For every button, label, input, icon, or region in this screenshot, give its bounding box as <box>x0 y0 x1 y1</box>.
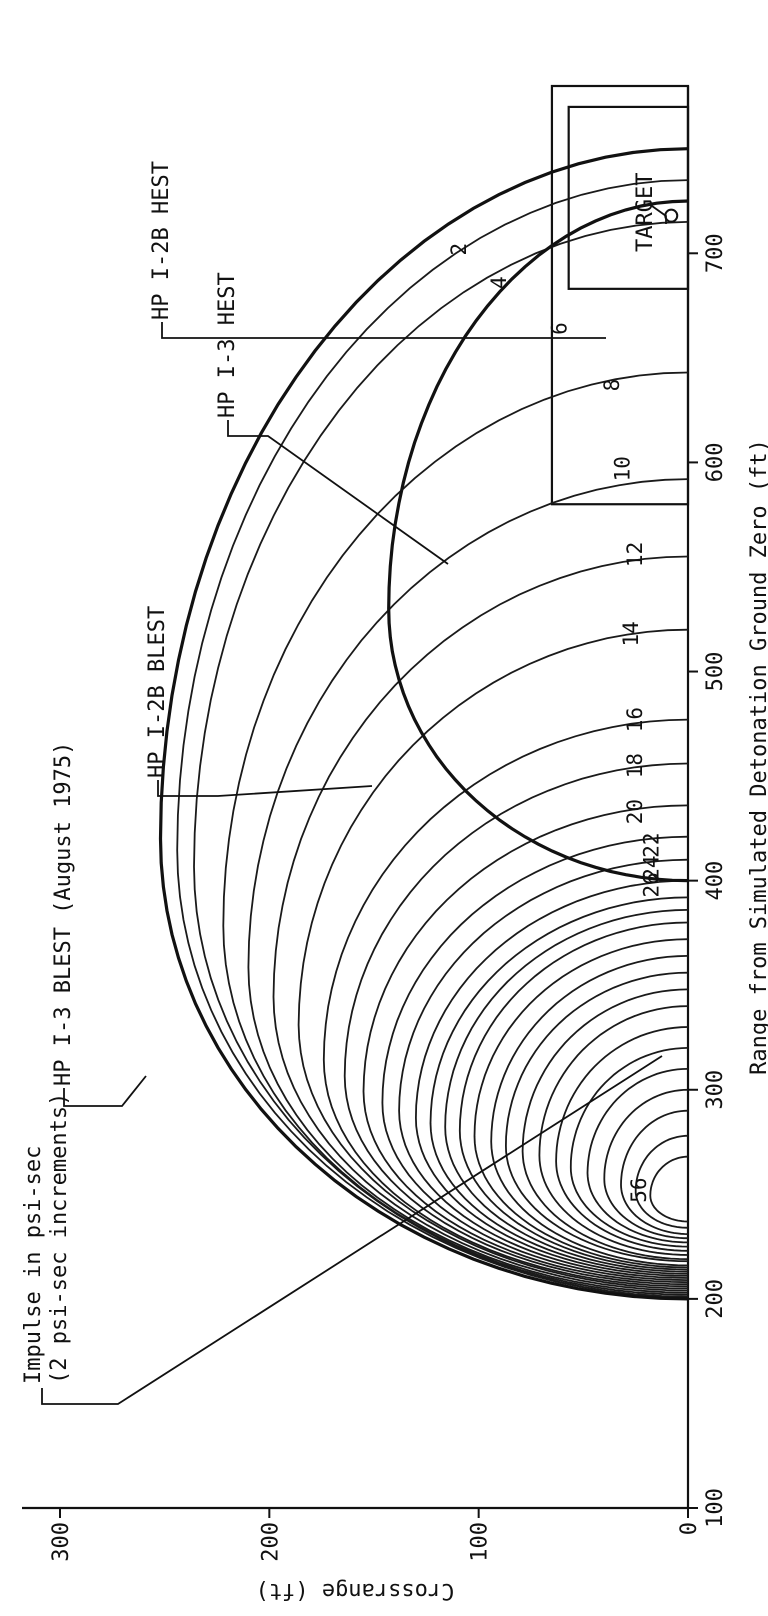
contour-label-18: 18 <box>623 753 647 778</box>
contour-40 <box>521 988 689 1260</box>
impulse-contours <box>158 147 689 1301</box>
x-tick-label: 100 <box>703 1488 728 1528</box>
i3-hest-leader <box>227 420 449 565</box>
contour-34 <box>473 938 689 1269</box>
i2b-hest-label: HP I-2B HEST <box>149 161 174 320</box>
contour-22 <box>381 835 689 1281</box>
contour-label-10: 10 <box>610 456 634 481</box>
contour-label-8: 8 <box>600 379 624 392</box>
x-tick-label: 400 <box>703 861 728 901</box>
y-tick-label: 100 <box>468 1522 493 1562</box>
target-leader <box>651 205 667 224</box>
y-axis-ticks: 0 100 200 300 <box>49 1508 702 1562</box>
contour-2 <box>158 147 689 1301</box>
contour-label-12: 12 <box>623 542 647 567</box>
contour-44 <box>555 1026 689 1252</box>
contour-label-4: 4 <box>487 276 511 289</box>
i2b-hest-leader <box>161 322 606 339</box>
contour-24 <box>398 858 689 1279</box>
contour-16 <box>322 718 689 1288</box>
contour-label-56: 56 <box>627 1177 651 1202</box>
x-tick-label: 200 <box>703 1279 728 1319</box>
contour-26 <box>414 879 689 1277</box>
contour-10 <box>247 478 689 1294</box>
x-tick-label: 500 <box>703 652 728 692</box>
contour-36 <box>490 955 689 1267</box>
contour-32 <box>458 921 689 1271</box>
impulse-note-line1: Impulse in psi-sec <box>21 1146 46 1384</box>
contour-28 <box>429 896 689 1275</box>
contour-label-22: 22 <box>640 832 664 857</box>
contour-label-24: 24 <box>640 855 664 880</box>
hp-i3-hest-region <box>567 105 690 290</box>
contour-18 <box>343 762 689 1286</box>
i2b-blest-label: HP I-2B BLEST <box>145 606 170 778</box>
impulse-note-line2: (2 psi-sec increments) <box>47 1093 72 1384</box>
contour-52 <box>620 1109 689 1235</box>
y-tick-label: 200 <box>258 1522 283 1562</box>
x-axis-ticks: 100 200 300 400 500 600 700 <box>688 233 728 1528</box>
y-tick-label: 300 <box>49 1522 74 1562</box>
contour-20 <box>362 804 689 1284</box>
contour-label-2: 2 <box>447 243 471 256</box>
contour-4 <box>176 179 689 1298</box>
y-tick-label: 0 <box>677 1522 702 1535</box>
i3-hest-label: HP I-3 HEST <box>215 272 240 418</box>
x-tick-label: 700 <box>703 233 728 273</box>
x-tick-label: 300 <box>703 1070 728 1110</box>
x-tick-label: 600 <box>703 443 728 483</box>
contour-56 <box>649 1155 688 1223</box>
contour-label-16: 16 <box>623 707 647 732</box>
hp-i2b-hest-region <box>550 84 690 506</box>
contour-54 <box>634 1134 689 1229</box>
target-label: TARGET <box>633 173 658 252</box>
hp-i2b-blest-boundary <box>387 199 689 883</box>
contour-38 <box>504 971 689 1263</box>
contour-30 <box>444 909 689 1273</box>
i2b-blest-leader <box>157 780 373 797</box>
contour-label-26: 26 <box>640 872 664 897</box>
contour-8 <box>222 371 689 1296</box>
contour-label-14: 14 <box>619 621 643 646</box>
contour-12 <box>272 555 689 1292</box>
y-axis-label: Crossrange (ft) <box>256 1578 455 1603</box>
contour-46 <box>569 1047 689 1248</box>
contour-label-20: 20 <box>623 799 647 824</box>
x-axis-label: Range from Simulated Detonation Ground Z… <box>747 439 768 1075</box>
impulse-note-leader <box>41 1055 663 1405</box>
contour-50 <box>603 1088 689 1240</box>
i3-blest-label: HP I-3 BLEST (August 1975) <box>51 742 76 1086</box>
contour-label-6: 6 <box>548 322 572 335</box>
contour-6 <box>193 221 689 1298</box>
i3-blest-leader <box>63 1075 147 1107</box>
contour-42 <box>538 1005 689 1256</box>
contour-14 <box>297 628 689 1290</box>
contour-48 <box>586 1068 689 1244</box>
target-marker <box>664 208 679 223</box>
